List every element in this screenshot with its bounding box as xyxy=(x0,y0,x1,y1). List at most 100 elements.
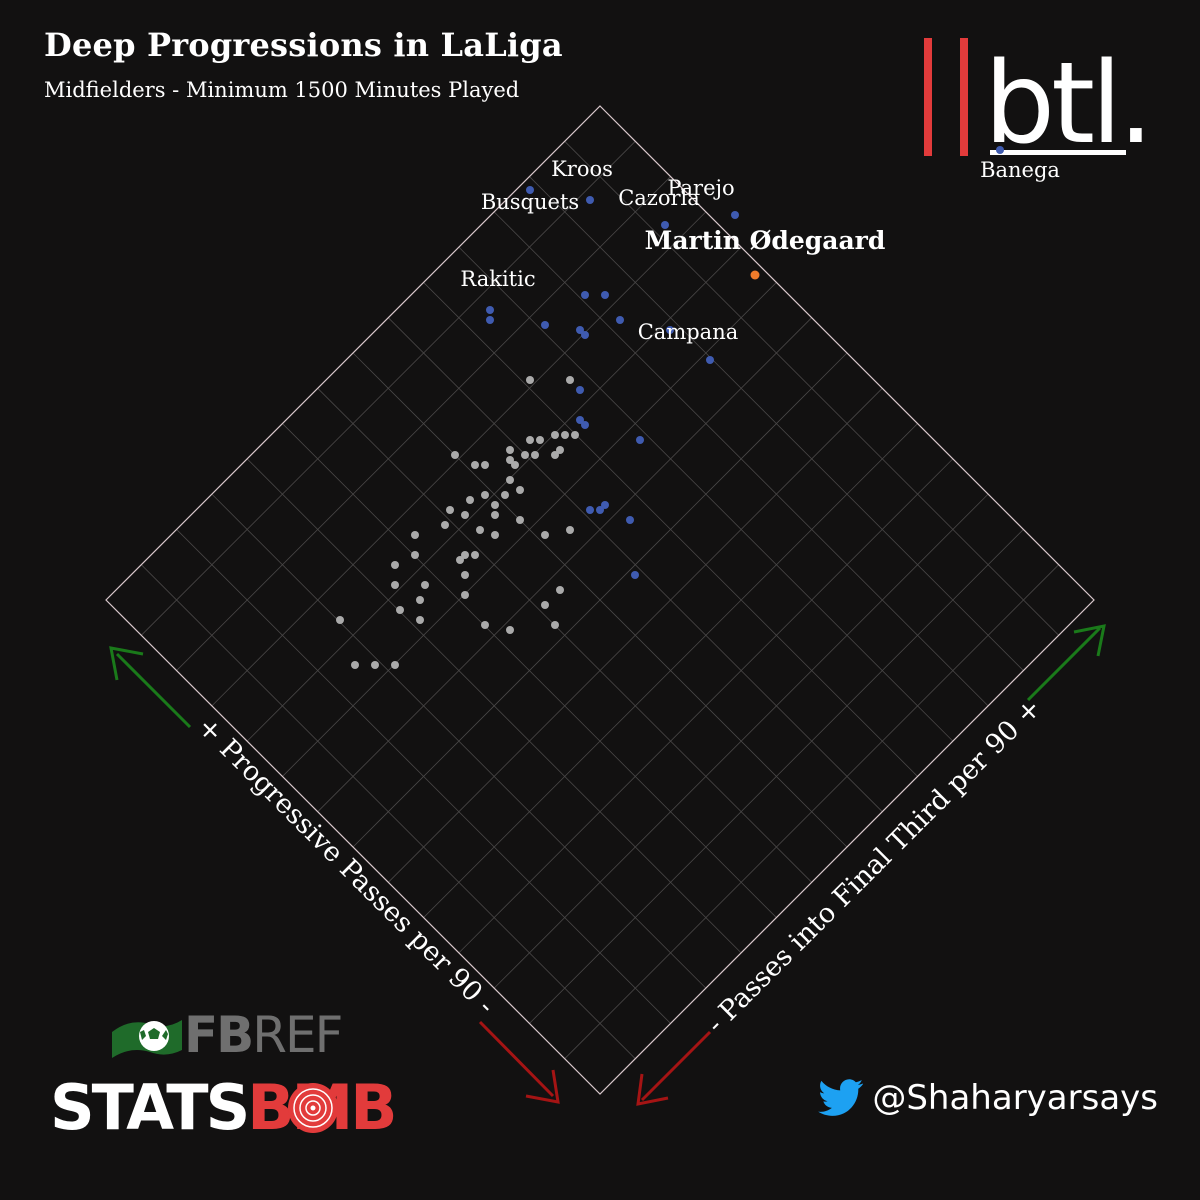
data-point xyxy=(461,551,469,559)
grid-line xyxy=(493,493,989,989)
twitter-handle[interactable]: @Shaharyarsays xyxy=(818,1078,1158,1118)
data-point xyxy=(506,476,514,484)
data-point xyxy=(541,321,549,329)
data-point xyxy=(631,571,639,579)
data-point xyxy=(526,436,534,444)
grid-line xyxy=(423,423,918,918)
fbref-flag-icon xyxy=(112,1020,182,1058)
data-point xyxy=(476,526,484,534)
data-point xyxy=(516,486,524,494)
data-point xyxy=(521,451,529,459)
arrow-right-up xyxy=(1026,624,1106,702)
data-point-parejo xyxy=(731,211,739,219)
point-label: Martin Ødegaard xyxy=(645,226,886,255)
grid-line xyxy=(352,352,848,848)
data-point xyxy=(421,581,429,589)
data-point-campana xyxy=(706,356,714,364)
data-point xyxy=(526,376,534,384)
data-point xyxy=(541,601,549,609)
arrow-bottom-right-down xyxy=(478,1020,560,1104)
data-point xyxy=(541,531,549,539)
twitter-bird-icon xyxy=(818,1079,864,1116)
data-point xyxy=(581,331,589,339)
data-point xyxy=(491,501,499,509)
data-point xyxy=(601,291,609,299)
data-point xyxy=(391,661,399,669)
data-points xyxy=(336,146,1004,669)
data-point xyxy=(461,591,469,599)
point-labels: Banega Parejo Kroos Busquets Cazorla Martin Ø… xyxy=(460,157,1060,344)
grid-line xyxy=(423,282,918,777)
chart-subtitle: Midfielders - Minimum 1500 Minutes Playe… xyxy=(44,78,520,102)
data-point xyxy=(441,521,449,529)
point-label: Rakitic xyxy=(460,267,535,291)
point-label: Kroos xyxy=(551,157,613,181)
statsbomb-target-icon xyxy=(288,1083,338,1133)
data-point xyxy=(626,516,634,524)
data-point xyxy=(551,431,559,439)
grid-lines xyxy=(141,141,1059,1059)
twitter-handle-text: @Shaharyarsays xyxy=(872,1078,1158,1118)
statsbomb-logo: STATSBMB xyxy=(50,1071,397,1144)
arrow-bottom-left-down xyxy=(636,1030,712,1106)
statsbomb-text-stats: STATS xyxy=(50,1071,250,1144)
grid-line xyxy=(388,317,883,812)
btl-logo-bar-1 xyxy=(924,38,932,156)
data-point xyxy=(451,451,459,459)
data-point xyxy=(616,316,624,324)
data-point xyxy=(511,461,519,469)
data-point xyxy=(636,436,644,444)
data-point xyxy=(666,326,674,334)
data-point xyxy=(556,586,564,594)
data-point xyxy=(601,501,609,509)
data-point xyxy=(481,491,489,499)
data-point xyxy=(576,326,584,334)
data-point xyxy=(581,421,589,429)
grid-line xyxy=(529,529,1024,1024)
data-point xyxy=(371,661,379,669)
data-point-martin-degaard xyxy=(750,270,760,280)
data-point xyxy=(446,506,454,514)
point-label: Cazorla xyxy=(618,186,700,210)
chart-title: Deep Progressions in LaLiga xyxy=(44,26,563,64)
fbref-logo: FB REF xyxy=(110,1010,343,1060)
data-point xyxy=(576,416,584,424)
data-point-kroos xyxy=(586,196,594,204)
data-point xyxy=(351,661,359,669)
data-point xyxy=(491,531,499,539)
grid-line xyxy=(564,564,1059,1059)
data-point xyxy=(506,446,514,454)
data-point-banega xyxy=(996,146,1004,154)
data-point xyxy=(416,596,424,604)
data-point xyxy=(516,516,524,524)
btl-logo-text: btl. xyxy=(984,39,1150,164)
data-point xyxy=(461,571,469,579)
grid-line xyxy=(493,211,989,707)
data-point xyxy=(491,511,499,519)
point-label: Campana xyxy=(638,320,739,344)
grid-line xyxy=(458,246,954,742)
arrow-left-up xyxy=(109,646,192,729)
data-point-busquets xyxy=(526,186,534,194)
data-point xyxy=(411,531,419,539)
data-point xyxy=(566,526,574,534)
plot-border xyxy=(105,105,1095,1095)
data-point xyxy=(486,316,494,324)
data-point xyxy=(566,376,574,384)
data-point xyxy=(471,551,479,559)
data-point xyxy=(531,451,539,459)
data-point xyxy=(551,621,559,629)
btl-logo-underline xyxy=(990,150,1126,155)
data-point xyxy=(336,616,344,624)
data-point xyxy=(481,621,489,629)
grid-line xyxy=(388,388,883,883)
point-label: Busquets xyxy=(481,190,579,214)
data-point xyxy=(561,431,569,439)
data-point xyxy=(581,291,589,299)
data-point xyxy=(571,431,579,439)
grid-line xyxy=(529,176,1024,671)
data-point xyxy=(536,436,544,444)
x-axis-label: + Progressive Passes per 90 - xyxy=(191,711,501,1021)
data-point xyxy=(556,446,564,454)
